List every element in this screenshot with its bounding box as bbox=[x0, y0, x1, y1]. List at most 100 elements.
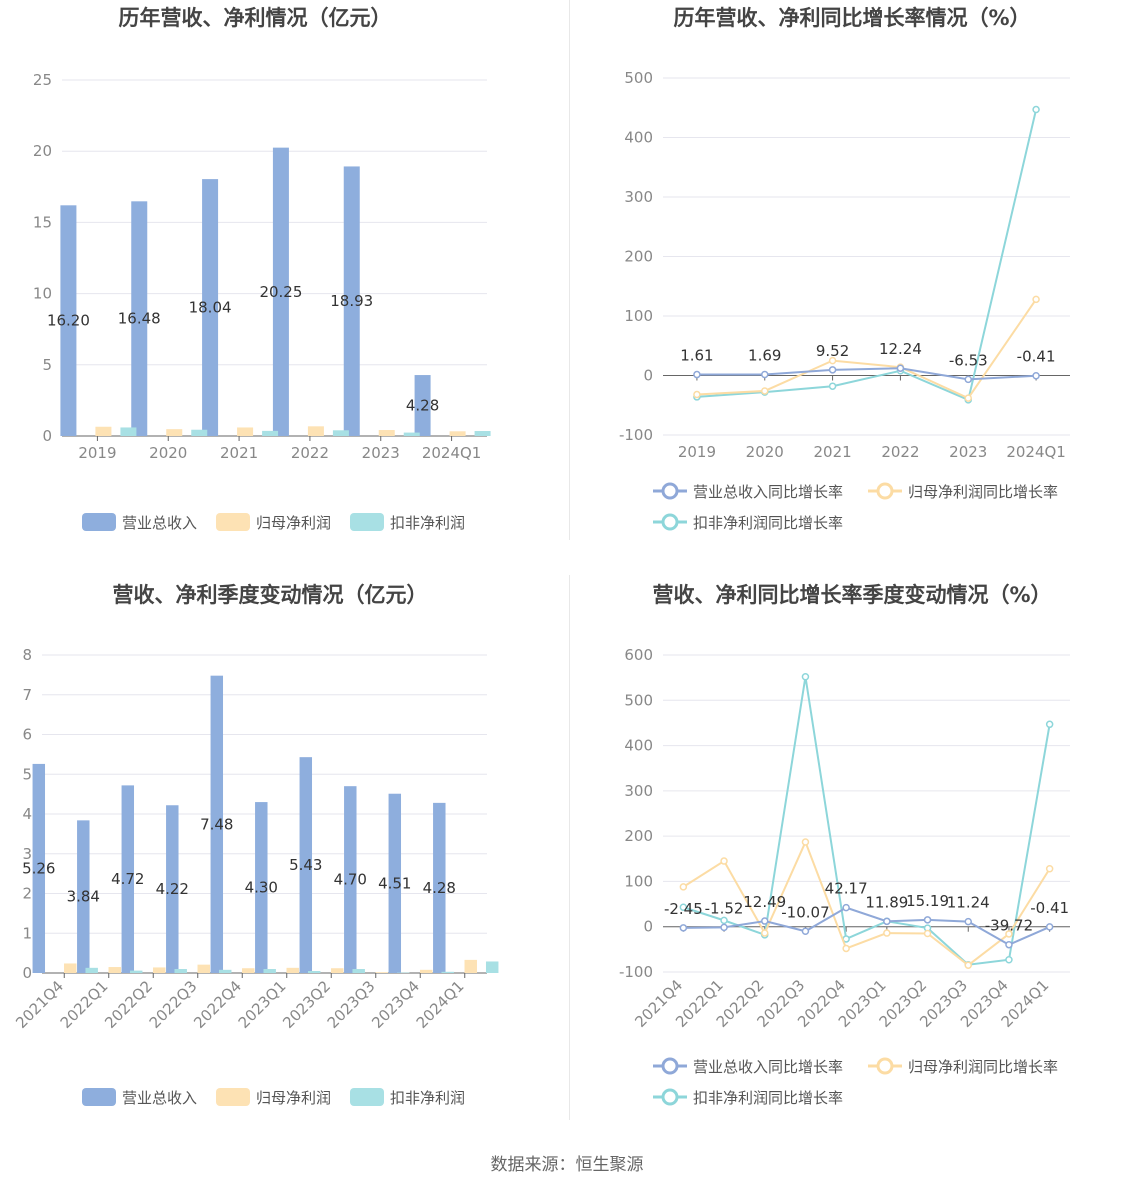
point-2 bbox=[801, 838, 810, 846]
point-3 bbox=[679, 903, 688, 911]
line-value-label: 9.52 bbox=[816, 342, 849, 360]
bar-3 bbox=[262, 430, 279, 436]
line-value-label: -0.41 bbox=[1030, 899, 1069, 917]
line-value-label: -2.45 bbox=[664, 900, 703, 918]
bar-value-label: 18.04 bbox=[189, 299, 232, 317]
line-value-label: 12.49 bbox=[743, 893, 786, 911]
bar-2 bbox=[166, 429, 183, 436]
point-1 bbox=[679, 924, 688, 932]
annual-amount-chart: 历年营收、净利情况（亿元） 0 5 10 15 20 25 2019 2020 2021 2022 2… bbox=[33, 6, 491, 532]
point-1 bbox=[883, 917, 891, 926]
line-value-label: 15.19 bbox=[906, 892, 949, 910]
bar-3 bbox=[263, 969, 276, 973]
point-2 bbox=[679, 883, 688, 891]
bar-3 bbox=[485, 961, 499, 973]
x-tick-label: 2022Q2 bbox=[101, 977, 156, 1032]
bar-2 bbox=[64, 963, 77, 973]
bar-2 bbox=[242, 968, 255, 973]
line-value-label: 42.17 bbox=[825, 880, 868, 898]
y-tick-label: 7 bbox=[22, 686, 32, 704]
x-tick-label: 2023 bbox=[949, 443, 987, 461]
legend-swatch bbox=[216, 1088, 250, 1106]
chart-title: 营收、净利季度变动情况（亿元） bbox=[113, 583, 428, 607]
legend-label: 扣非净利润 bbox=[390, 1089, 465, 1107]
y-tick-label: 400 bbox=[624, 737, 653, 755]
bar-value-label: 16.48 bbox=[118, 310, 161, 328]
y-tick-label: 100 bbox=[624, 872, 653, 890]
legend-label: 归母净利润 bbox=[256, 514, 331, 532]
point-1 bbox=[720, 923, 728, 932]
y-tick-label: 1 bbox=[22, 924, 32, 942]
series-line-1 bbox=[696, 367, 1037, 381]
point-1 bbox=[964, 375, 972, 384]
bar-3 bbox=[174, 969, 187, 973]
legend-swatch bbox=[350, 513, 384, 531]
point-2 bbox=[720, 857, 728, 865]
line-value-label: 1.61 bbox=[680, 347, 713, 365]
bar-2 bbox=[237, 427, 254, 436]
bar-1 bbox=[255, 802, 268, 973]
y-tick-label: 300 bbox=[624, 782, 653, 800]
line-value-label: 12.24 bbox=[879, 340, 922, 358]
y-tick-label: 300 bbox=[624, 188, 653, 206]
y-tick-label: 200 bbox=[624, 827, 653, 845]
legend-label: 营业总收入 bbox=[122, 1089, 197, 1107]
bar-1 bbox=[202, 179, 219, 436]
bar-1 bbox=[166, 805, 179, 973]
bar-value-label: 4.51 bbox=[378, 874, 411, 892]
point-2 bbox=[842, 944, 850, 953]
legend-label: 营业总收入 bbox=[122, 514, 197, 532]
series-line-2 bbox=[682, 839, 1051, 967]
point-1 bbox=[964, 917, 972, 926]
y-tick-label: 10 bbox=[33, 285, 52, 303]
legend-swatch-marker bbox=[661, 1088, 679, 1106]
series-line-3 bbox=[683, 676, 1051, 966]
bar-2 bbox=[153, 967, 166, 973]
point-1 bbox=[761, 370, 769, 379]
legend-label: 扣非净利润同比增长率 bbox=[693, 1089, 843, 1107]
bar-1 bbox=[60, 205, 77, 436]
vertical-divider-bottom bbox=[569, 575, 570, 1120]
line-value-label: 1.69 bbox=[748, 346, 781, 364]
series-line-2 bbox=[696, 298, 1037, 400]
bar-2 bbox=[449, 431, 466, 436]
point-1 bbox=[761, 917, 769, 925]
bar-3 bbox=[403, 432, 420, 436]
point-2 bbox=[1005, 930, 1013, 938]
bar-1 bbox=[77, 820, 90, 973]
line-value-label: -0.41 bbox=[1017, 348, 1056, 366]
point-2 bbox=[761, 387, 769, 395]
bar-1 bbox=[121, 785, 135, 973]
point-1 bbox=[842, 903, 850, 912]
vertical-divider-top bbox=[569, 0, 570, 540]
bar-2 bbox=[420, 969, 433, 973]
y-tick-label: 600 bbox=[624, 646, 653, 664]
bar-3 bbox=[441, 971, 454, 973]
bar-2 bbox=[108, 967, 121, 973]
point-1 bbox=[1045, 923, 1054, 931]
bar-2 bbox=[286, 967, 299, 973]
legend-label: 扣非净利润 bbox=[390, 514, 465, 532]
legend-label: 归母净利润同比增长率 bbox=[908, 1058, 1058, 1076]
point-1 bbox=[1032, 371, 1040, 380]
bar-3 bbox=[191, 429, 208, 436]
x-tick-label: 2023Q3 bbox=[324, 977, 379, 1032]
bar-value-label: 20.25 bbox=[259, 283, 302, 301]
series-line-1 bbox=[683, 906, 1051, 946]
x-tick-label: 2022 bbox=[291, 444, 329, 462]
x-tick-label: 2020 bbox=[746, 443, 784, 461]
chart-title: 营收、净利同比增长率季度变动情况（%） bbox=[652, 583, 1051, 607]
bar-3 bbox=[332, 430, 349, 436]
point-1 bbox=[923, 916, 932, 924]
bar-1 bbox=[433, 802, 446, 973]
x-tick-label: 2020 bbox=[149, 444, 187, 462]
quarterly-growth-chart: 营收、净利同比增长率季度变动情况（%） -100 0 100 200 300 400 500 6… bbox=[619, 583, 1070, 1107]
line-value-label: -1.52 bbox=[705, 899, 744, 917]
y-tick-label: 200 bbox=[624, 248, 653, 266]
bar-3 bbox=[85, 967, 98, 973]
legend-swatch bbox=[82, 513, 116, 531]
point-1 bbox=[1005, 940, 1013, 949]
legend-label: 扣非净利润同比增长率 bbox=[693, 514, 843, 532]
bar-1 bbox=[343, 166, 360, 436]
y-tick-label: 0 bbox=[22, 964, 32, 982]
